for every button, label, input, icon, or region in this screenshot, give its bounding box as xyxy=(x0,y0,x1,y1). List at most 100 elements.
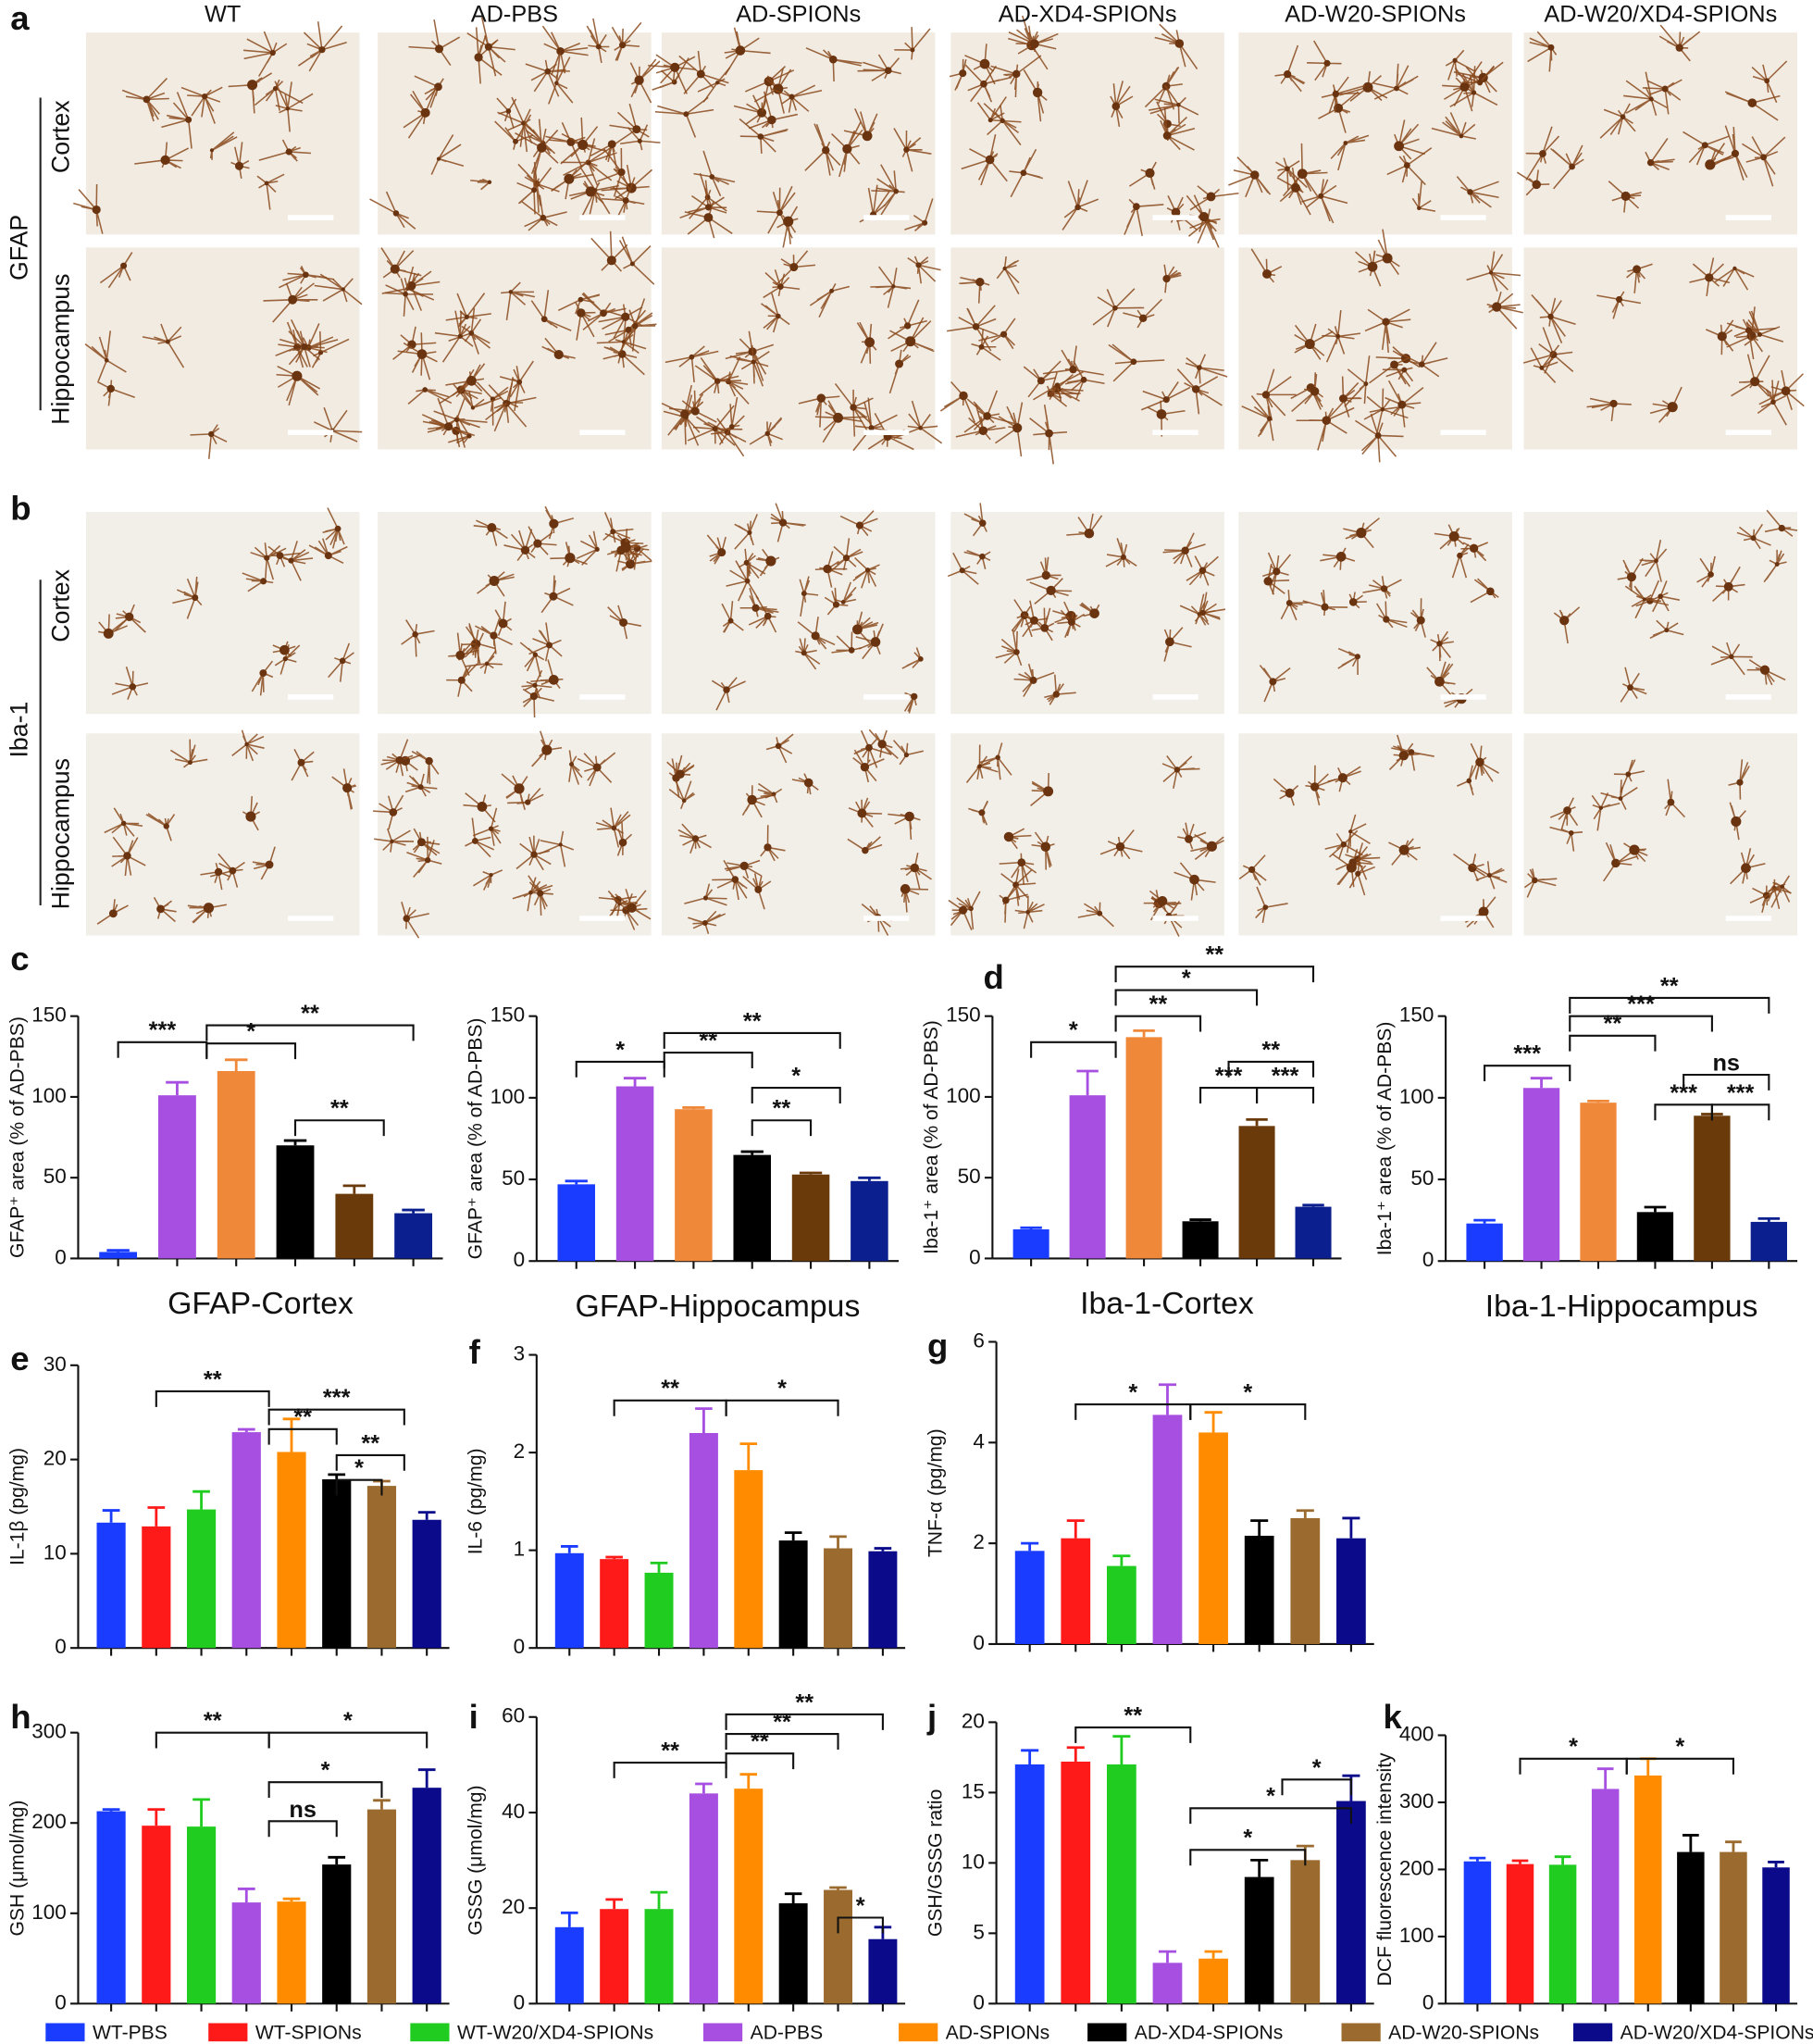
cell-body xyxy=(1367,261,1378,272)
cell-process xyxy=(1683,131,1730,166)
y-tick-label: 20 xyxy=(502,1895,525,1918)
micrograph xyxy=(378,32,652,235)
cell-body xyxy=(120,262,128,269)
cell-process xyxy=(1650,580,1681,613)
cell-process xyxy=(1031,607,1055,642)
cell-process xyxy=(1751,60,1788,104)
cell-process xyxy=(525,59,570,97)
cell-body xyxy=(1032,87,1043,98)
bar xyxy=(1677,1851,1705,2004)
cell-body xyxy=(1417,206,1422,211)
cell-body xyxy=(1111,102,1121,111)
significance-label: * xyxy=(1312,1755,1322,1781)
cell-body xyxy=(1436,641,1443,647)
significance-bracket xyxy=(1255,1087,1315,1103)
legend-swatch xyxy=(1573,2023,1613,2042)
y-tick-label: 20 xyxy=(43,1447,67,1470)
cell-body xyxy=(1120,554,1126,560)
cell-body xyxy=(1736,779,1744,786)
cell-process xyxy=(1531,293,1576,343)
cell-body xyxy=(1013,649,1020,655)
cell-body xyxy=(436,156,441,161)
cell-process xyxy=(1369,357,1411,387)
cell-process xyxy=(1344,355,1371,407)
cell-body xyxy=(619,42,627,49)
cell-body xyxy=(1181,546,1189,555)
cell-process xyxy=(618,236,655,285)
y-tick-label: 100 xyxy=(491,1085,526,1108)
cell-body xyxy=(683,111,689,118)
cell-body xyxy=(1731,149,1740,157)
micrograph xyxy=(1523,247,1798,450)
cell-process xyxy=(1110,81,1134,128)
cell-process xyxy=(263,282,318,323)
cell-process xyxy=(411,751,440,785)
cell-body xyxy=(1568,829,1574,836)
significance-bracket xyxy=(725,1713,884,1730)
cell-process xyxy=(494,601,513,636)
cell-process xyxy=(888,349,912,394)
cell-body xyxy=(1332,90,1340,98)
cell-body xyxy=(1380,407,1385,412)
cell-body xyxy=(1069,365,1077,374)
bar xyxy=(231,1432,261,1649)
cell-body xyxy=(1335,333,1341,339)
significance-bracket xyxy=(267,1427,338,1445)
cell-process xyxy=(576,530,599,566)
legend-swatch xyxy=(899,2023,938,2042)
cell-body xyxy=(1621,191,1631,202)
cell-process xyxy=(721,601,744,633)
cell-process xyxy=(1348,851,1375,896)
cell-process xyxy=(1123,298,1163,329)
cell-body xyxy=(160,155,170,166)
significance-bracket xyxy=(1189,1807,1352,1825)
bar xyxy=(1290,1860,1321,2004)
micrograph xyxy=(85,247,360,450)
cell-body xyxy=(541,744,553,755)
cell-process xyxy=(1014,895,1045,929)
cell-body xyxy=(1171,207,1181,218)
cell-process xyxy=(1057,609,1085,639)
cell-body xyxy=(864,337,875,348)
bar xyxy=(1125,1037,1162,1259)
cell-process xyxy=(947,552,979,585)
cell-body xyxy=(434,44,444,54)
cell-process xyxy=(870,266,912,308)
cell-body xyxy=(1041,570,1050,580)
cell-body xyxy=(244,742,249,747)
cell-body xyxy=(757,107,767,118)
y-tick-label: 20 xyxy=(962,1709,985,1732)
cell-body xyxy=(529,692,539,701)
significance-label: *** xyxy=(323,1385,351,1411)
y-tick-label: 0 xyxy=(55,1990,67,2013)
cell-process xyxy=(654,96,714,138)
cell-process xyxy=(1029,404,1068,465)
cell-process xyxy=(251,660,274,696)
cell-process xyxy=(1620,667,1647,703)
cell-process xyxy=(597,147,630,197)
cell-process xyxy=(694,356,741,396)
cell-body xyxy=(1732,266,1737,271)
cell-process xyxy=(602,177,645,218)
y-tick-label: 150 xyxy=(946,1003,981,1027)
cell-process xyxy=(1163,627,1192,662)
y-tick-label: 0 xyxy=(514,1635,526,1658)
cell-body xyxy=(1356,528,1367,539)
significance-bracket xyxy=(1227,1060,1315,1078)
legend-swatch xyxy=(208,2023,248,2042)
cell-process xyxy=(1689,257,1731,296)
cell-process xyxy=(1161,755,1200,789)
y-tick-label: 6 xyxy=(973,1328,985,1352)
bar xyxy=(675,1109,713,1262)
cell-body xyxy=(1348,829,1353,834)
cell-body xyxy=(1046,585,1056,596)
y-tick-label: 100 xyxy=(946,1084,981,1107)
cell-process xyxy=(1362,576,1402,599)
bar xyxy=(412,1788,441,2004)
cell-body xyxy=(470,405,476,410)
cell-process xyxy=(1613,759,1645,793)
cell-body xyxy=(1675,44,1683,52)
cell-process xyxy=(1185,354,1228,384)
cell-process xyxy=(254,79,304,111)
y-axis-label: GSSG (μmol/mg) xyxy=(466,1785,487,1935)
